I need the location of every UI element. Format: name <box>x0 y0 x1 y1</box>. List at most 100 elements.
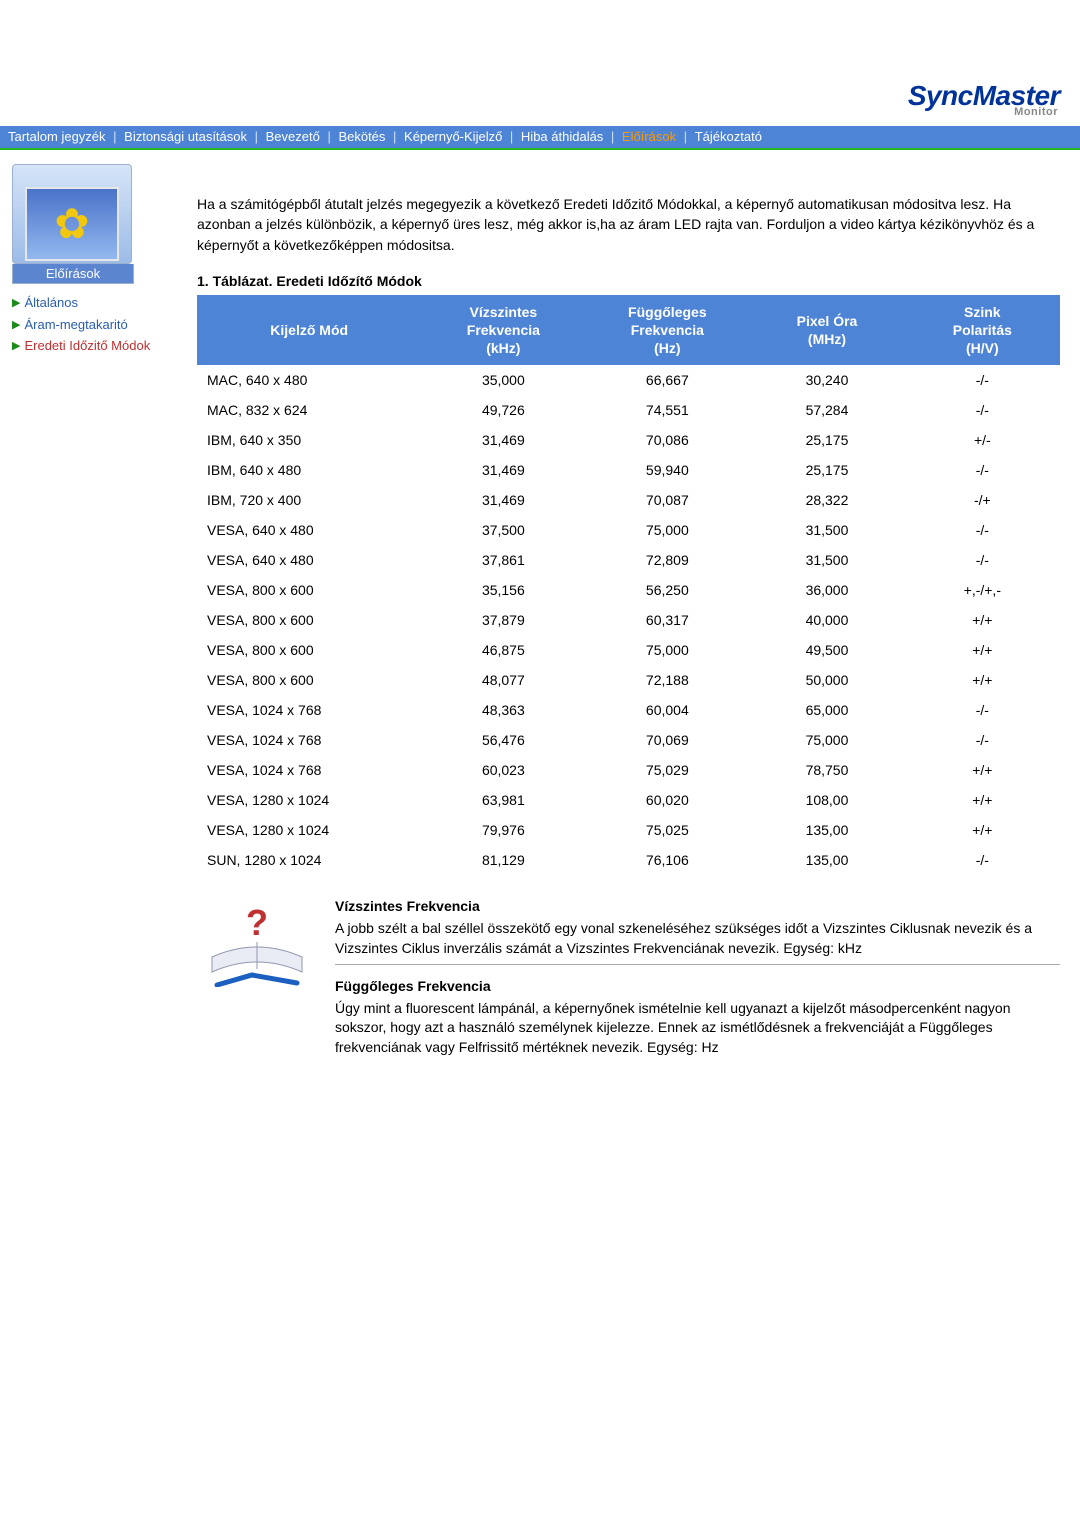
table-row: VESA, 1024 x 76860,02375,02978,750+/+ <box>197 755 1060 785</box>
def-horizontal-title: Vízszintes Frekvencia <box>335 897 1060 917</box>
table-cell: VESA, 800 x 600 <box>197 605 421 635</box>
table-cell: +/+ <box>905 785 1060 815</box>
table-cell: 75,000 <box>749 725 904 755</box>
table-cell: 37,879 <box>421 605 585 635</box>
table-cell: 78,750 <box>749 755 904 785</box>
sidebar-link[interactable]: ▶ Eredeti Időzitő Módok <box>12 337 177 355</box>
table-cell: VESA, 1024 x 768 <box>197 725 421 755</box>
table-cell: 56,250 <box>585 575 749 605</box>
table-cell: 72,809 <box>585 545 749 575</box>
svg-text:?: ? <box>246 902 268 943</box>
table-cell: +/+ <box>905 755 1060 785</box>
table-cell: VESA, 800 x 600 <box>197 575 421 605</box>
nav-item[interactable]: Hiba áthidalás <box>521 129 603 144</box>
table-cell: 60,317 <box>585 605 749 635</box>
table-row: VESA, 1024 x 76848,36360,00465,000-/- <box>197 695 1060 725</box>
sidebar-link[interactable]: ▶Áram-megtakaritó <box>12 316 177 334</box>
table-cell: 31,469 <box>421 485 585 515</box>
nav-item[interactable]: Biztonsági utasítások <box>124 129 247 144</box>
table-row: VESA, 800 x 60046,87575,00049,500+/+ <box>197 635 1060 665</box>
table-cell: 40,000 <box>749 605 904 635</box>
table-cell: +/+ <box>905 605 1060 635</box>
table-cell: 66,667 <box>585 365 749 395</box>
nav-item[interactable]: Bekötés <box>338 129 385 144</box>
table-cell: 135,00 <box>749 845 904 875</box>
table-cell: VESA, 640 x 480 <box>197 545 421 575</box>
sidebar: ✿ Előírások ▶Általános▶Áram-megtakaritó▶… <box>0 164 177 359</box>
table-cell: IBM, 640 x 480 <box>197 455 421 485</box>
timing-modes-table: Kijelző MódVízszintesFrekvencia(kHz)Függ… <box>197 295 1060 876</box>
table-row: VESA, 800 x 60035,15656,25036,000+,-/+,- <box>197 575 1060 605</box>
sidebar-link[interactable]: ▶Általános <box>12 294 177 312</box>
sidebar-thumbnail: ✿ <box>12 164 132 264</box>
table-header-cell: SzinkPolaritás(H/V) <box>905 295 1060 366</box>
table-cell: 70,087 <box>585 485 749 515</box>
def-horizontal-text: A jobb szélt a bal széllel összekötő egy… <box>335 919 1060 958</box>
table-cell: 48,077 <box>421 665 585 695</box>
table-cell: 60,020 <box>585 785 749 815</box>
top-navbar: Tartalom jegyzék | Biztonsági utasítások… <box>0 126 1080 150</box>
table-cell: -/- <box>905 455 1060 485</box>
table-cell: 135,00 <box>749 815 904 845</box>
table-cell: 36,000 <box>749 575 904 605</box>
nav-separator: | <box>603 129 622 144</box>
table-row: IBM, 720 x 40031,46970,08728,322-/+ <box>197 485 1060 515</box>
sidebar-link-label: Általános <box>24 294 77 312</box>
table-row: VESA, 640 x 48037,86172,80931,500-/- <box>197 545 1060 575</box>
definitions-separator <box>335 964 1060 965</box>
nav-separator: | <box>247 129 266 144</box>
triangle-icon: ▶ <box>12 339 20 354</box>
table-cell: +/+ <box>905 815 1060 845</box>
table-header-cell: Kijelző Mód <box>197 295 421 366</box>
table-cell: 63,981 <box>421 785 585 815</box>
table-cell: 56,476 <box>421 725 585 755</box>
table-cell: VESA, 1024 x 768 <box>197 695 421 725</box>
table-cell: +/+ <box>905 635 1060 665</box>
nav-separator: | <box>502 129 521 144</box>
table-cell: 37,500 <box>421 515 585 545</box>
table-cell: 75,000 <box>585 635 749 665</box>
table-cell: +,-/+,- <box>905 575 1060 605</box>
table-cell: 81,129 <box>421 845 585 875</box>
brand-block: SyncMaster Monitor <box>0 80 1080 118</box>
table-cell: 28,322 <box>749 485 904 515</box>
table-cell: -/- <box>905 845 1060 875</box>
main-content: Ha a számitógépből átutalt jelzés megegy… <box>177 164 1080 1058</box>
table-cell: -/- <box>905 395 1060 425</box>
table-cell: 57,284 <box>749 395 904 425</box>
definitions-icon: ? <box>197 897 317 987</box>
table-cell: -/- <box>905 515 1060 545</box>
table-cell: IBM, 720 x 400 <box>197 485 421 515</box>
nav-item[interactable]: Képernyő-Kijelző <box>404 129 502 144</box>
table-cell: -/- <box>905 695 1060 725</box>
definitions-block: ? Vízszintes Frekvencia A jobb szélt a b… <box>197 897 1060 1057</box>
sidebar-link-label: Eredeti Időzitő Módok <box>24 337 150 355</box>
table-cell: 59,940 <box>585 455 749 485</box>
table-cell: 31,469 <box>421 425 585 455</box>
table-cell: 37,861 <box>421 545 585 575</box>
sidebar-link-label: Áram-megtakaritó <box>24 316 127 334</box>
table-cell: +/+ <box>905 665 1060 695</box>
intro-text: Ha a számitógépből átutalt jelzés megegy… <box>197 194 1060 255</box>
table-cell: 46,875 <box>421 635 585 665</box>
nav-item[interactable]: Tájékoztató <box>695 129 762 144</box>
table-cell: -/+ <box>905 485 1060 515</box>
table-row: MAC, 640 x 48035,00066,66730,240-/- <box>197 365 1060 395</box>
table-row: VESA, 800 x 60048,07772,18850,000+/+ <box>197 665 1060 695</box>
sidebar-links: ▶Általános ▶Áram-megtakaritó ▶ Eredeti Időz… <box>12 294 177 355</box>
nav-item[interactable]: Bevezető <box>266 129 320 144</box>
nav-item[interactable]: Előírások <box>622 129 676 144</box>
nav-item[interactable]: Tartalom jegyzék <box>8 129 106 144</box>
table-cell: 31,469 <box>421 455 585 485</box>
table-cell: 35,000 <box>421 365 585 395</box>
table-cell: 50,000 <box>749 665 904 695</box>
table-row: MAC, 832 x 62449,72674,55157,284-/- <box>197 395 1060 425</box>
table-cell: 25,175 <box>749 455 904 485</box>
table-cell: 31,500 <box>749 515 904 545</box>
table-cell: 49,726 <box>421 395 585 425</box>
table-row: VESA, 640 x 48037,50075,00031,500-/- <box>197 515 1060 545</box>
def-vertical-title: Függőleges Frekvencia <box>335 977 1060 997</box>
table-title: 1. Táblázat. Eredeti Időzítő Módok <box>197 273 1060 289</box>
table-body: MAC, 640 x 48035,00066,66730,240-/-MAC, … <box>197 365 1060 875</box>
table-header-cell: FüggőlegesFrekvencia(Hz) <box>585 295 749 366</box>
